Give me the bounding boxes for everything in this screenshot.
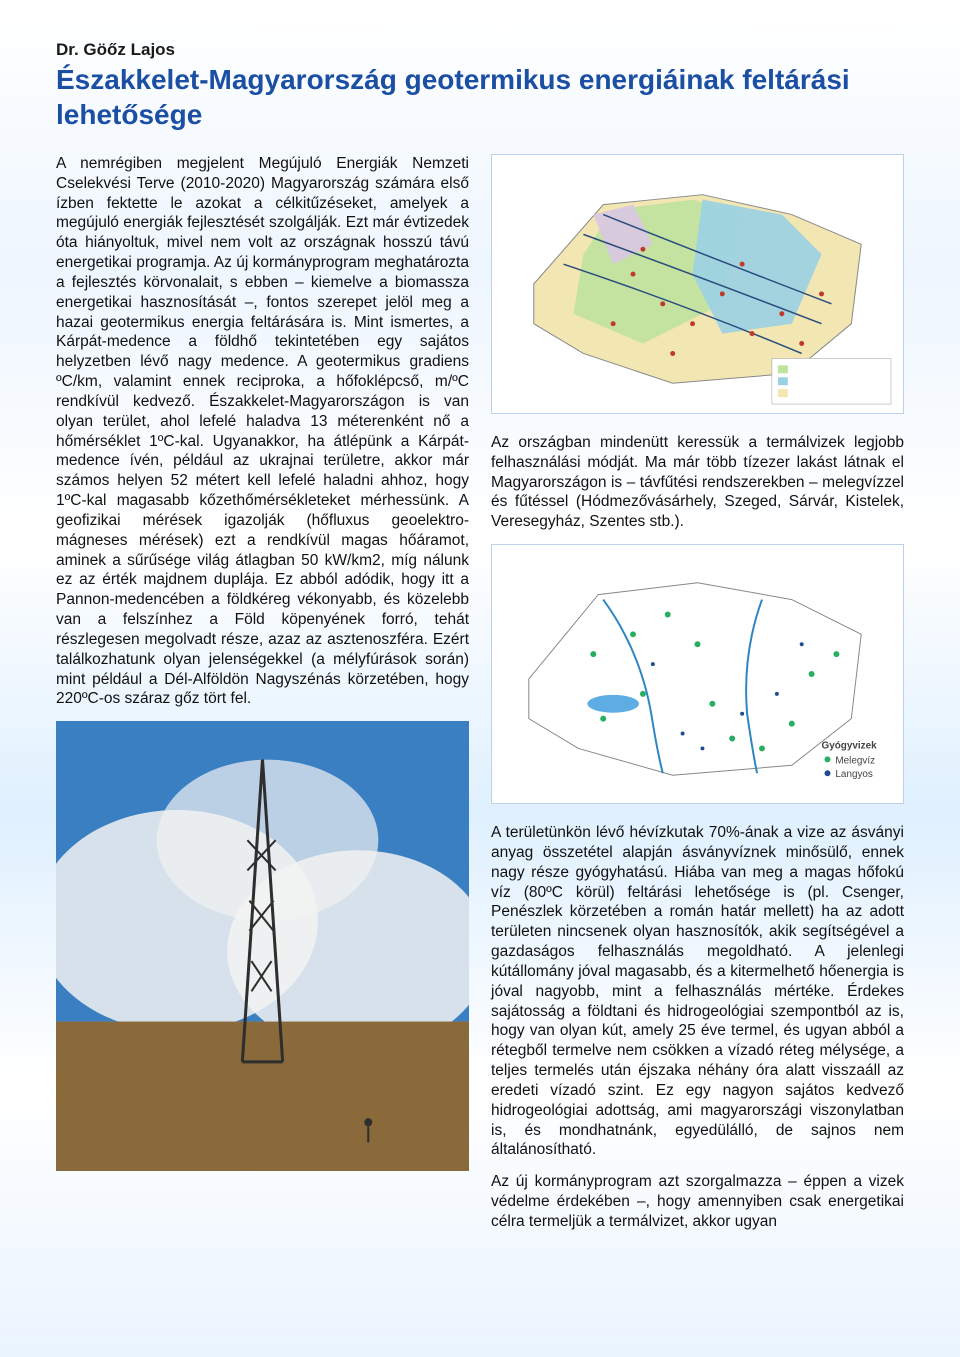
- svg-text:Langyos: Langyos: [835, 769, 873, 780]
- map1-legend: [772, 358, 891, 404]
- geological-zones-map: [491, 154, 904, 414]
- right-paragraph-2: A területünkön lévő hévízkutak 70%-ának …: [491, 823, 904, 1160]
- left-column: A nemrégiben megjelent Megújuló Energiák…: [56, 154, 469, 1232]
- thermal-wells-map: Gyógyvizek Melegvíz Langyos: [491, 544, 904, 804]
- two-column-layout: A nemrégiben megjelent Megújuló Energiák…: [56, 154, 904, 1232]
- right-paragraph-3: Az új kormányprogram azt szorgalmazza – …: [491, 1172, 904, 1231]
- svg-text:Gyógyvizek: Gyógyvizek: [822, 741, 878, 752]
- map2-lake: [587, 695, 639, 713]
- author-line: Dr. Göőz Lajos: [56, 40, 904, 60]
- right-paragraph-1: Az országban mindenütt keressük a termál…: [491, 433, 904, 532]
- map2-legend: Gyógyvizek Melegvíz Langyos: [822, 741, 878, 781]
- left-paragraph-1: A nemrégiben megjelent Megújuló Energiák…: [56, 154, 469, 709]
- right-column: Az országban mindenütt keressük a termál…: [491, 154, 904, 1232]
- page-title: Északkelet-Magyarország geotermikus ener…: [56, 62, 904, 132]
- drilling-rig-photo: [56, 721, 469, 1171]
- photo-person: [364, 1118, 372, 1126]
- svg-text:Melegvíz: Melegvíz: [835, 755, 875, 766]
- photo-ground: [56, 1022, 469, 1171]
